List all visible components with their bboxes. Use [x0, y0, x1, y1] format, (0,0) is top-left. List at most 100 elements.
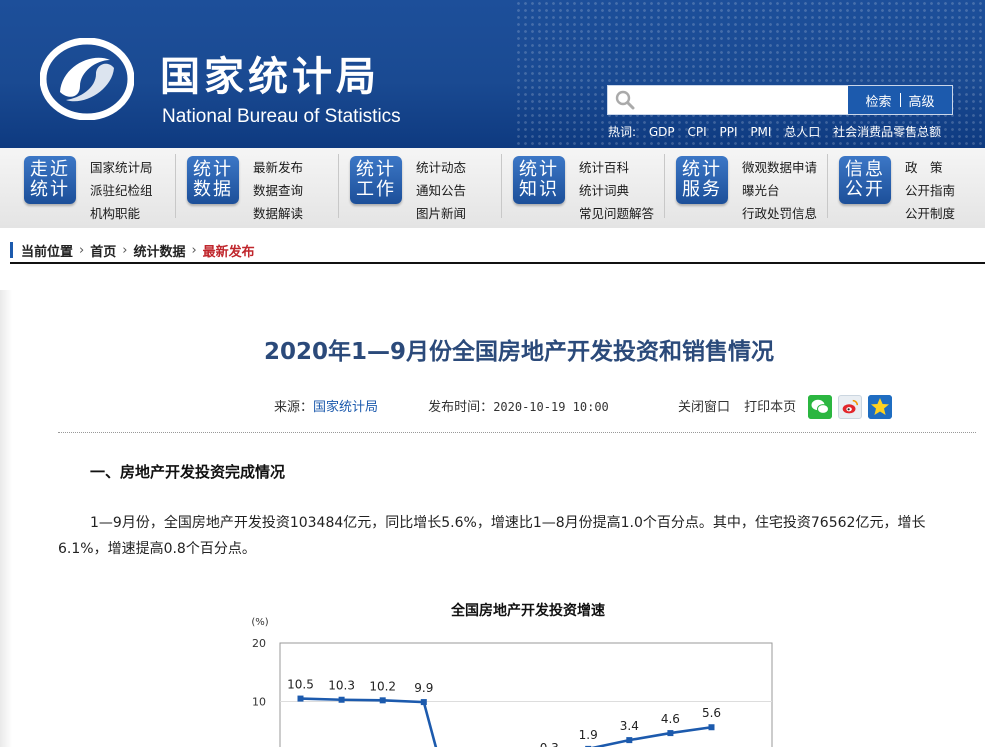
nav-link[interactable]: 常见问题解答: [579, 206, 655, 221]
content-shadow: [0, 290, 12, 747]
nav-link[interactable]: 公开指南: [905, 183, 956, 198]
article-tools: 关闭窗口 打印本页: [678, 396, 806, 415]
nav-divider: [338, 154, 339, 218]
data-point: [708, 724, 715, 731]
hot-word-link[interactable]: PPI: [719, 125, 738, 139]
nav-link[interactable]: 数据查询: [253, 183, 304, 198]
hot-words-label: 热词:: [608, 125, 637, 139]
favorite-star-icon[interactable]: [868, 395, 892, 419]
nav-link[interactable]: 微观数据申请: [742, 160, 818, 175]
nav-link[interactable]: 统计动态: [416, 160, 467, 175]
data-point: [667, 730, 674, 737]
nav-link[interactable]: 通知公告: [416, 183, 467, 198]
nbs-logo-icon[interactable]: [40, 38, 134, 120]
site-title-cn[interactable]: 国家统计局: [160, 54, 380, 100]
data-label: 10.3: [328, 679, 355, 693]
meta-divider: [58, 432, 976, 433]
nav-link[interactable]: 行政处罚信息: [742, 206, 818, 221]
data-label: 9.9: [414, 681, 433, 695]
data-label: -0.3: [535, 741, 558, 747]
data-label: 3.4: [620, 719, 639, 733]
breadcrumb-marker: [10, 242, 13, 258]
hot-word-link[interactable]: 总人口: [784, 125, 821, 139]
nav-link[interactable]: 统计百科: [579, 160, 630, 175]
section-heading: 一、房地产开发投资完成情况: [90, 463, 286, 481]
nav-badge-work[interactable]: 统计 工作: [350, 156, 402, 204]
nav-badge-service[interactable]: 统计 服务: [676, 156, 728, 204]
breadcrumb-current[interactable]: 最新发布: [202, 244, 255, 260]
y-tick-label: 10: [252, 696, 266, 709]
breadcrumb-data[interactable]: 统计数据: [133, 244, 186, 260]
chevron-right-icon: ›: [122, 242, 128, 258]
breadcrumb: 当前位置 › 首页 › 统计数据 › 最新发布: [10, 238, 255, 262]
nav-link[interactable]: 国家统计局: [90, 160, 153, 175]
world-map-decoration: [515, 0, 985, 148]
data-label: 4.6: [661, 712, 680, 726]
nav-link[interactable]: 政 策: [905, 160, 943, 175]
nav-link[interactable]: 统计词典: [579, 183, 630, 198]
breadcrumb-home[interactable]: 首页: [90, 244, 117, 260]
publish-time: 2020-10-19 10:00: [493, 400, 609, 414]
nav-badge-disclosure[interactable]: 信息 公开: [839, 156, 891, 204]
data-point: [297, 695, 304, 702]
nav-links: 最新发布 数据查询 数据解读: [253, 156, 353, 225]
breadcrumb-rule: [10, 262, 985, 264]
article-title: 2020年1—9月份全国房地产开发投资和销售情况: [263, 339, 775, 365]
breadcrumb-label: 当前位置: [21, 244, 74, 260]
source-link[interactable]: 国家统计局: [313, 400, 379, 415]
advanced-search-button[interactable]: 高级: [908, 94, 935, 110]
close-window-button[interactable]: 关闭窗口: [678, 400, 731, 415]
print-page-button[interactable]: 打印本页: [744, 400, 797, 415]
series-line: [300, 697, 712, 747]
data-point: [626, 737, 633, 744]
nav-badge-about[interactable]: 走近 统计: [24, 156, 76, 204]
search-icon: [615, 90, 635, 110]
nav-link[interactable]: 最新发布: [253, 160, 304, 175]
site-header: 国家统计局 National Bureau of Statistics 检索 高…: [0, 0, 985, 148]
search-input[interactable]: [642, 89, 848, 111]
nav-links: 微观数据申请 曝光台 行政处罚信息: [742, 156, 842, 225]
investment-growth-chart: 全国房地产开发投资增速 (%) 20 10 10.5 10.3 10.2 9.9 -0.3 1…: [251, 602, 773, 747]
article-paragraph: 1—9月份，全国房地产开发投资103484亿元，同比增长5.6%，增速比1—8月…: [58, 515, 926, 557]
plot-frame: [279, 642, 773, 747]
nav-links: 国家统计局 派驻纪检组 机构职能: [90, 156, 190, 225]
nav-links: 统计百科 统计词典 常见问题解答: [579, 156, 679, 225]
nav-link[interactable]: 曝光台: [742, 183, 780, 198]
chart-title: 全国房地产开发投资增速: [450, 602, 605, 619]
nav-badge-data[interactable]: 统计 数据: [187, 156, 239, 204]
hot-word-link[interactable]: PMI: [750, 125, 772, 139]
nav-link[interactable]: 数据解读: [253, 206, 304, 221]
nav-link[interactable]: 派驻纪检组: [90, 183, 153, 198]
nav-link[interactable]: 图片新闻: [416, 206, 467, 221]
search-divider: [899, 93, 901, 107]
nav-divider: [175, 154, 176, 218]
nav-divider: [501, 154, 502, 218]
source-label: 来源：: [274, 400, 314, 415]
hot-words: 热词: GDP CPI PPI PMI 总人口 社会消费品零售总额: [608, 123, 950, 140]
nav-links: 统计动态 通知公告 图片新闻: [416, 156, 516, 225]
nav-divider: [664, 154, 665, 218]
wechat-share-icon[interactable]: [808, 395, 832, 419]
data-label: 10.5: [287, 678, 314, 692]
hot-word-link[interactable]: GDP: [648, 125, 675, 139]
data-point: [420, 699, 427, 706]
data-point: [379, 697, 386, 704]
nav-link[interactable]: 机构职能: [90, 206, 141, 221]
article-meta: 来源：国家统计局 发布时间：2020-10-19 10:00 关闭窗口 打印本页: [274, 396, 796, 415]
search-box: 检索 高级: [607, 85, 953, 115]
hot-word-link[interactable]: 社会消费品零售总额: [833, 125, 942, 139]
nav-divider: [827, 154, 828, 218]
y-tick-label: 20: [252, 637, 266, 650]
y-axis-unit: (%): [251, 617, 268, 628]
weibo-share-icon[interactable]: [838, 395, 862, 419]
data-label: 1.9: [579, 728, 598, 742]
data-label: 5.6: [702, 706, 721, 720]
nav-badge-knowledge[interactable]: 统计 知识: [513, 156, 565, 204]
publish-time-label: 发布时间：: [428, 400, 494, 415]
hot-word-link[interactable]: CPI: [687, 125, 707, 139]
site-title-en[interactable]: National Bureau of Statistics: [162, 106, 401, 127]
search-button[interactable]: 检索: [865, 94, 892, 110]
nav-link[interactable]: 公开制度: [905, 206, 956, 221]
main-nav: 走近 统计 国家统计局 派驻纪检组 机构职能 统计 数据 最新发布 数据查询 数据解…: [0, 148, 985, 228]
data-label: 10.2: [369, 679, 396, 693]
